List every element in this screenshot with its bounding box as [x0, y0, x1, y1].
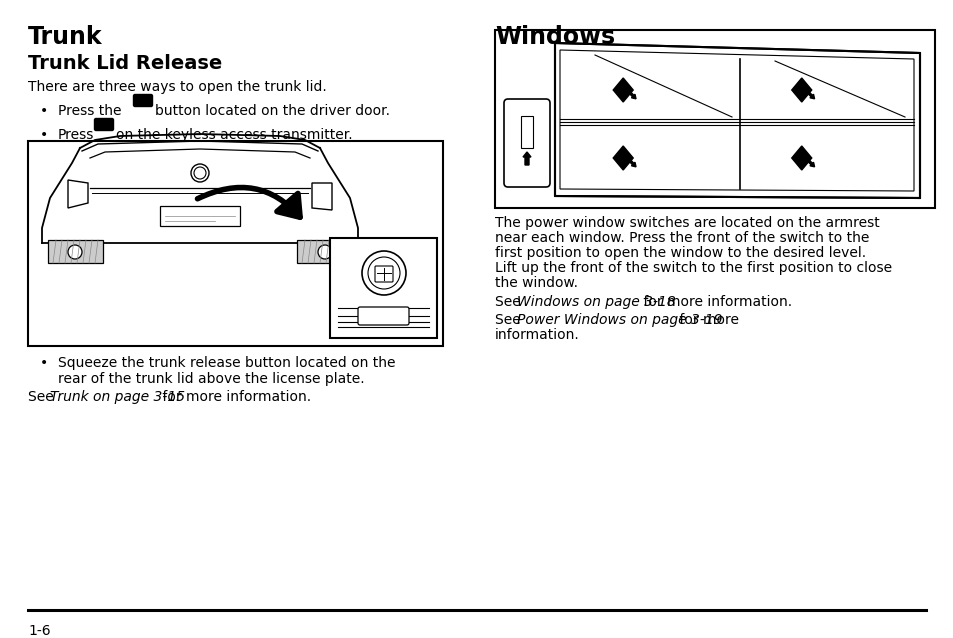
Circle shape [193, 167, 206, 179]
Polygon shape [555, 43, 919, 198]
Text: Windows: Windows [495, 25, 615, 49]
Text: near each window. Press the front of the switch to the: near each window. Press the front of the… [495, 231, 868, 245]
Text: There are three ways to open the trunk lid.: There are three ways to open the trunk l… [28, 80, 327, 94]
FancyArrow shape [522, 152, 531, 165]
Text: •: • [40, 356, 49, 370]
FancyBboxPatch shape [375, 266, 393, 282]
Bar [48, 240, 103, 263]
Bar [520, 116, 533, 148]
Text: Trunk: Trunk [28, 25, 103, 49]
Text: •: • [40, 128, 49, 142]
Text: Windows on page 3-18: Windows on page 3-18 [517, 295, 675, 309]
FancyBboxPatch shape [357, 307, 409, 325]
Text: button located on the driver door.: button located on the driver door. [154, 104, 390, 118]
Circle shape [317, 245, 332, 259]
Bar [160, 206, 240, 226]
Text: the window.: the window. [495, 276, 578, 290]
Circle shape [68, 245, 82, 259]
FancyBboxPatch shape [94, 119, 113, 131]
Bar [330, 238, 436, 338]
FancyBboxPatch shape [503, 99, 550, 187]
FancyArrow shape [624, 155, 636, 167]
Circle shape [361, 251, 406, 295]
Polygon shape [559, 50, 913, 191]
Text: Press the: Press the [58, 104, 121, 118]
Circle shape [191, 164, 209, 182]
Bar [495, 30, 934, 208]
FancyArrowPatch shape [197, 188, 300, 218]
Circle shape [368, 257, 399, 289]
Polygon shape [613, 78, 633, 102]
Polygon shape [791, 146, 811, 170]
Polygon shape [791, 78, 811, 102]
FancyArrow shape [802, 87, 814, 99]
Text: The power window switches are located on the armrest: The power window switches are located on… [495, 216, 879, 230]
Text: Power Windows on page 3-19: Power Windows on page 3-19 [517, 313, 721, 327]
Text: Squeeze the trunk release button located on the: Squeeze the trunk release button located… [58, 356, 395, 370]
Text: See: See [495, 313, 524, 327]
Text: for more information.: for more information. [639, 295, 791, 309]
Text: for more: for more [675, 313, 739, 327]
Text: Trunk on page 3-15: Trunk on page 3-15 [50, 390, 185, 404]
Bar [28, 141, 442, 346]
FancyArrow shape [802, 155, 814, 167]
Text: for more information.: for more information. [158, 390, 311, 404]
Polygon shape [613, 146, 633, 170]
Bar [296, 240, 352, 263]
Polygon shape [312, 183, 332, 210]
Text: information.: information. [495, 328, 579, 342]
Text: See: See [495, 295, 524, 309]
Text: on the keyless access transmitter.: on the keyless access transmitter. [116, 128, 353, 142]
Text: Trunk Lid Release: Trunk Lid Release [28, 54, 222, 73]
Text: Lift up the front of the switch to the first position to close: Lift up the front of the switch to the f… [495, 261, 891, 275]
Text: •: • [40, 104, 49, 118]
Text: Press: Press [58, 128, 94, 142]
FancyArrow shape [624, 87, 636, 99]
Text: first position to open the window to the desired level.: first position to open the window to the… [495, 246, 865, 260]
Text: See: See [28, 390, 58, 404]
Text: 1-6: 1-6 [28, 624, 51, 638]
Text: rear of the trunk lid above the license plate.: rear of the trunk lid above the license … [58, 372, 364, 386]
Polygon shape [68, 180, 88, 208]
FancyBboxPatch shape [133, 94, 152, 107]
